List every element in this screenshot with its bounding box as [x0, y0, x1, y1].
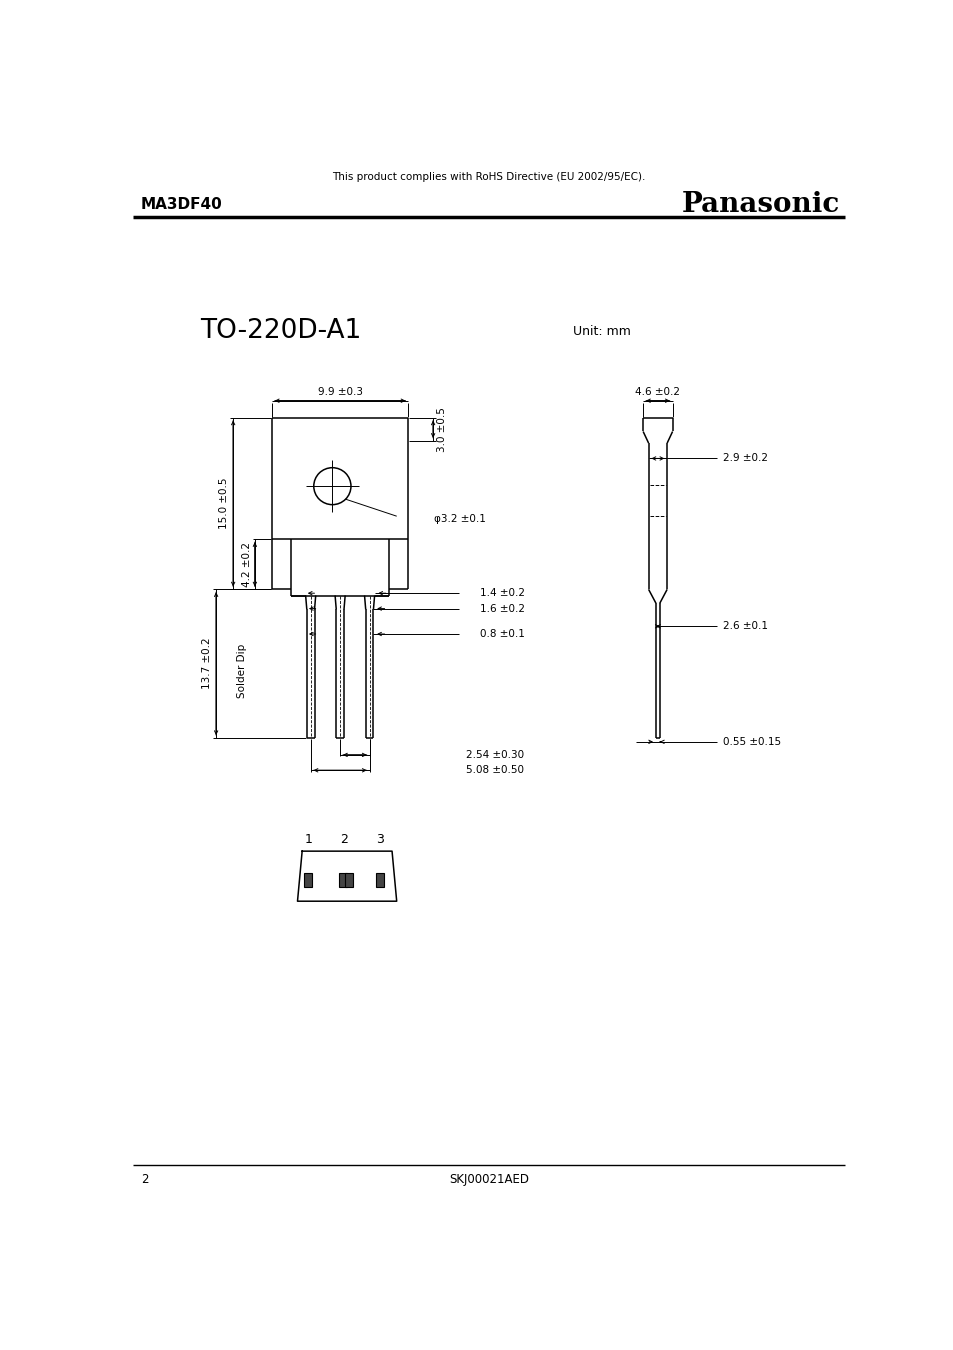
Text: 2.54 ±0.30: 2.54 ±0.30	[466, 749, 524, 760]
Text: 3.0 ±0.5: 3.0 ±0.5	[436, 406, 447, 452]
Text: 15.0 ±0.5: 15.0 ±0.5	[219, 478, 229, 529]
Bar	[375, 873, 383, 887]
Text: 2: 2	[339, 833, 348, 846]
Text: Panasonic: Panasonic	[681, 190, 840, 217]
Text: 1: 1	[304, 833, 312, 846]
Text: 5.08 ±0.50: 5.08 ±0.50	[466, 765, 524, 775]
Text: 1.4 ±0.2: 1.4 ±0.2	[479, 589, 524, 598]
Bar	[304, 873, 312, 887]
Text: 4.2 ±0.2: 4.2 ±0.2	[241, 541, 252, 587]
Text: 2.9 ±0.2: 2.9 ±0.2	[722, 454, 767, 463]
Text: 2: 2	[141, 1173, 149, 1187]
Text: 13.7 ±0.2: 13.7 ±0.2	[202, 637, 212, 690]
Text: 4.6 ±0.2: 4.6 ±0.2	[635, 387, 679, 397]
Text: φ3.2 ±0.1: φ3.2 ±0.1	[434, 513, 485, 524]
Text: 3: 3	[375, 833, 383, 846]
Text: 0.8 ±0.1: 0.8 ±0.1	[479, 629, 524, 639]
Bar	[338, 873, 346, 887]
Text: TO-220D-A1: TO-220D-A1	[200, 319, 361, 344]
Text: Unit: mm: Unit: mm	[572, 325, 630, 338]
Text: 2.6 ±0.1: 2.6 ±0.1	[722, 621, 767, 632]
Text: Solder Dip: Solder Dip	[237, 644, 247, 698]
Text: MA3DF40: MA3DF40	[141, 197, 222, 212]
Bar	[345, 873, 353, 887]
Text: This product complies with RoHS Directive (EU 2002/95/EC).: This product complies with RoHS Directiv…	[332, 173, 645, 182]
Text: 9.9 ±0.3: 9.9 ±0.3	[317, 387, 362, 397]
Text: 0.55 ±0.15: 0.55 ±0.15	[722, 737, 781, 747]
Text: SKJ00021AED: SKJ00021AED	[449, 1173, 528, 1187]
Text: 1.6 ±0.2: 1.6 ±0.2	[479, 603, 524, 614]
